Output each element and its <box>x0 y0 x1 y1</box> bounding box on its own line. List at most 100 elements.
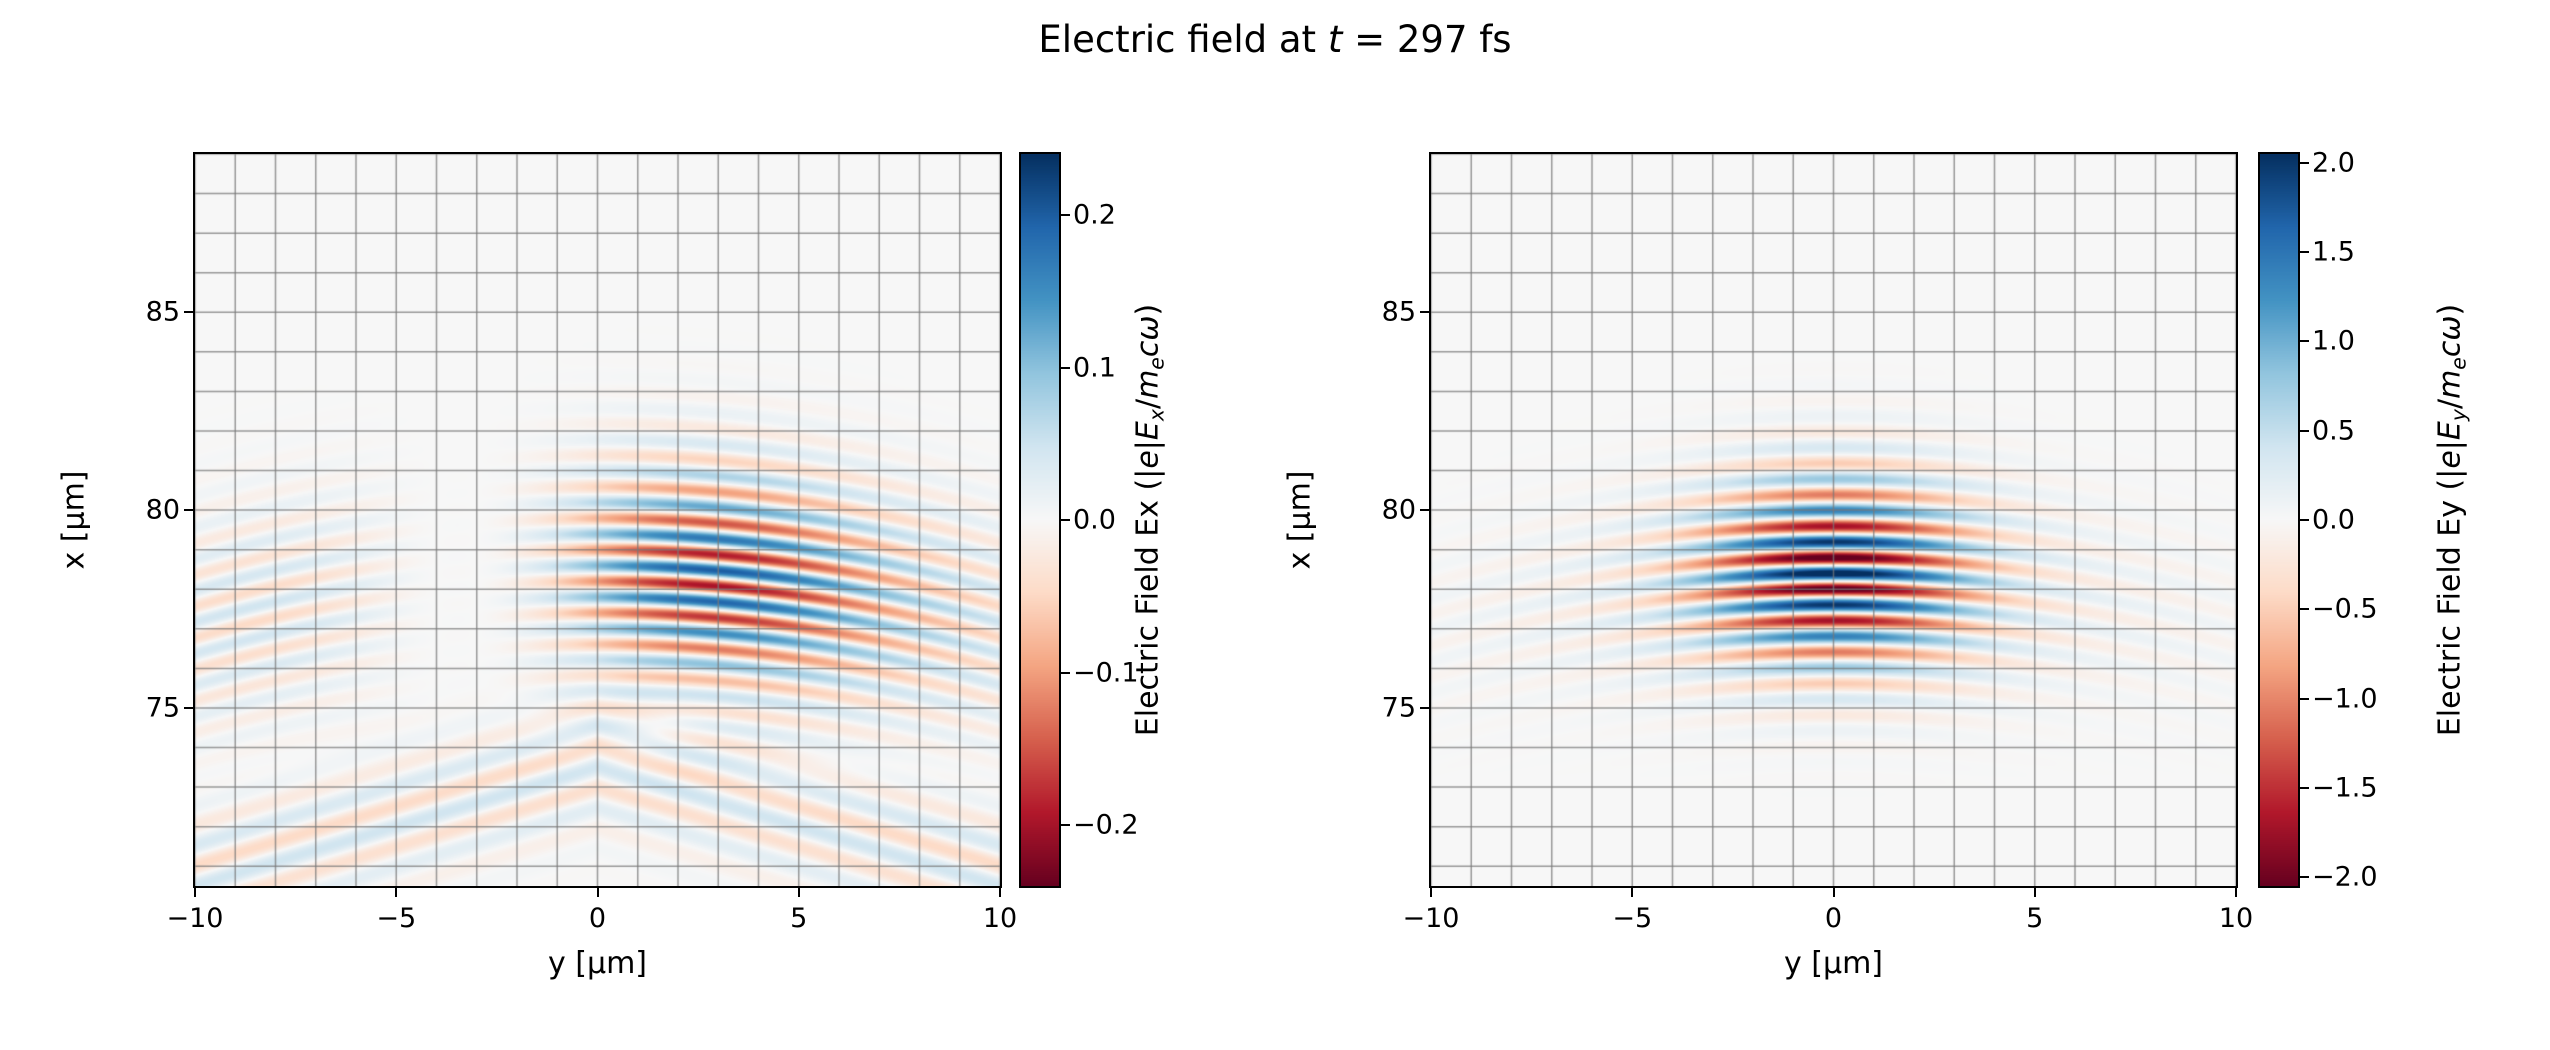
label-fragment: ω <box>2432 315 2468 341</box>
label-fragment: Electric Field Ex (| <box>1130 468 1166 737</box>
label-fragment: | <box>1130 440 1166 451</box>
colorbar-tick-label: −0.5 <box>2312 593 2378 625</box>
y-tick-label: 85 <box>1381 296 1416 328</box>
x-tick-label: 10 <box>2218 903 2254 934</box>
colorbar-tick-label: −0.2 <box>1073 809 1139 841</box>
y-tick-mark <box>1420 706 1429 709</box>
x-tick-mark <box>999 888 1001 897</box>
colorbar-ey-label: Electric Field Ey (|e|Ey/mecω) <box>2432 303 2471 737</box>
x-tick-mark <box>2033 888 2036 897</box>
colorbar-tick-mark <box>2300 786 2309 789</box>
colorbar-tick-label: 0.2 <box>1073 199 1116 231</box>
colorbar-tick-label: 1.0 <box>2312 325 2355 357</box>
colorbar-tick-label: −2.0 <box>2312 861 2378 893</box>
colorbar-tick-mark <box>1061 671 1070 674</box>
colorbar-ex-canvas <box>1021 154 1059 886</box>
label-fragment: E <box>1130 421 1166 441</box>
label-fragment: x <box>1144 409 1169 422</box>
colorbar-tick-label: −0.1 <box>1073 657 1139 688</box>
x-tick-label: −5 <box>376 903 417 934</box>
x-tick-mark <box>797 888 800 897</box>
plot-ey-frame <box>1429 152 2238 888</box>
y-tick-mark <box>184 706 193 709</box>
label-fragment: = 297 fs <box>1342 18 1512 61</box>
label-fragment: e <box>1144 357 1169 370</box>
y-tick-label: 80 <box>1381 494 1416 526</box>
x-tick-mark <box>1832 888 1835 897</box>
x-tick-label: 5 <box>790 903 808 934</box>
label-fragment: y <box>2446 409 2471 422</box>
colorbar-tick-mark <box>2300 697 2309 700</box>
plot-ex-yaxis-label: x [μm] <box>56 470 92 570</box>
x-tick-label: 5 <box>2026 903 2044 934</box>
colorbar-tick-mark <box>1061 214 1070 216</box>
colorbar-tick-mark <box>2300 876 2309 879</box>
colorbar-tick-mark <box>2300 251 2309 254</box>
label-fragment: t <box>1327 18 1343 61</box>
colorbar-tick-label: 0.0 <box>1073 504 1116 536</box>
label-fragment: ω <box>1130 315 1166 341</box>
colorbar-tick-label: 1.5 <box>2312 236 2355 268</box>
plot-ex-frame <box>193 152 1002 888</box>
colorbar-ey-canvas <box>2260 154 2298 886</box>
colorbar-tick-mark <box>2300 161 2309 164</box>
colorbar-tick-label: 0.5 <box>2312 415 2355 447</box>
label-fragment: e <box>1130 450 1166 469</box>
colorbar-tick-mark <box>2300 340 2309 343</box>
label-fragment: / <box>1130 398 1166 410</box>
label-fragment: c <box>2432 340 2468 358</box>
colorbar-tick-mark <box>1061 519 1070 521</box>
label-fragment: | <box>2432 440 2468 451</box>
x-tick-mark <box>1631 888 1634 897</box>
label-fragment: ) <box>2432 303 2468 316</box>
colorbar-tick-mark <box>1061 824 1070 826</box>
colorbar-tick-mark <box>1061 366 1070 369</box>
colorbar-tick-label: −1.0 <box>2312 683 2378 715</box>
x-tick-mark <box>194 888 196 897</box>
x-tick-mark <box>2235 888 2237 897</box>
colorbar-tick-label: −1.5 <box>2312 772 2378 804</box>
x-tick-mark <box>596 888 599 897</box>
y-tick-mark <box>184 311 193 314</box>
label-fragment: e <box>2446 357 2471 370</box>
label-fragment: m <box>2432 369 2468 399</box>
colorbar-tick-mark <box>2300 519 2309 521</box>
heatmap-ey-canvas <box>1431 154 2236 886</box>
y-tick-label: 85 <box>145 296 180 328</box>
y-tick-label: 80 <box>145 494 180 526</box>
x-tick-label: −10 <box>1402 903 1460 934</box>
label-fragment: Electric field at <box>1038 18 1328 61</box>
colorbar-ex-frame <box>1019 152 1061 888</box>
x-tick-label: −10 <box>166 903 224 934</box>
colorbar-tick-label: 2.0 <box>2312 147 2355 179</box>
colorbar-tick-label: 0.1 <box>1073 352 1116 383</box>
x-tick-mark <box>1430 888 1432 897</box>
y-tick-mark <box>1420 311 1429 314</box>
y-tick-label: 75 <box>145 692 180 724</box>
plot-ex-xaxis-label: y [μm] <box>547 946 648 981</box>
y-tick-label: 75 <box>1381 692 1416 724</box>
x-tick-label: 0 <box>1824 903 1843 934</box>
colorbar-tick-mark <box>2300 429 2309 432</box>
label-fragment: Electric Field Ey (| <box>2432 468 2468 737</box>
label-fragment: m <box>1130 369 1166 399</box>
colorbar-ey-frame <box>2258 152 2300 888</box>
colorbar-tick-label: 0.0 <box>2312 504 2355 536</box>
plot-ey-yaxis-label: x [μm] <box>1282 470 1318 570</box>
label-fragment: ) <box>1130 303 1166 316</box>
y-tick-mark <box>1420 509 1429 512</box>
y-tick-mark <box>184 509 193 512</box>
figure-title: Electric field at t = 297 fs <box>0 18 2550 61</box>
x-tick-mark <box>395 888 398 897</box>
plot-ey-xaxis-label: y [μm] <box>1783 946 1884 981</box>
x-tick-label: 10 <box>982 903 1018 934</box>
colorbar-ex-label: Electric Field Ex (|e|Ex/mecω) <box>1130 303 1169 737</box>
colorbar-tick-mark <box>2300 608 2309 611</box>
label-fragment: c <box>1130 340 1166 358</box>
label-fragment: / <box>2432 398 2468 410</box>
label-fragment: E <box>2432 421 2468 441</box>
label-fragment: e <box>2432 450 2468 469</box>
heatmap-ex-canvas <box>195 154 1000 886</box>
x-tick-label: 0 <box>588 903 607 934</box>
